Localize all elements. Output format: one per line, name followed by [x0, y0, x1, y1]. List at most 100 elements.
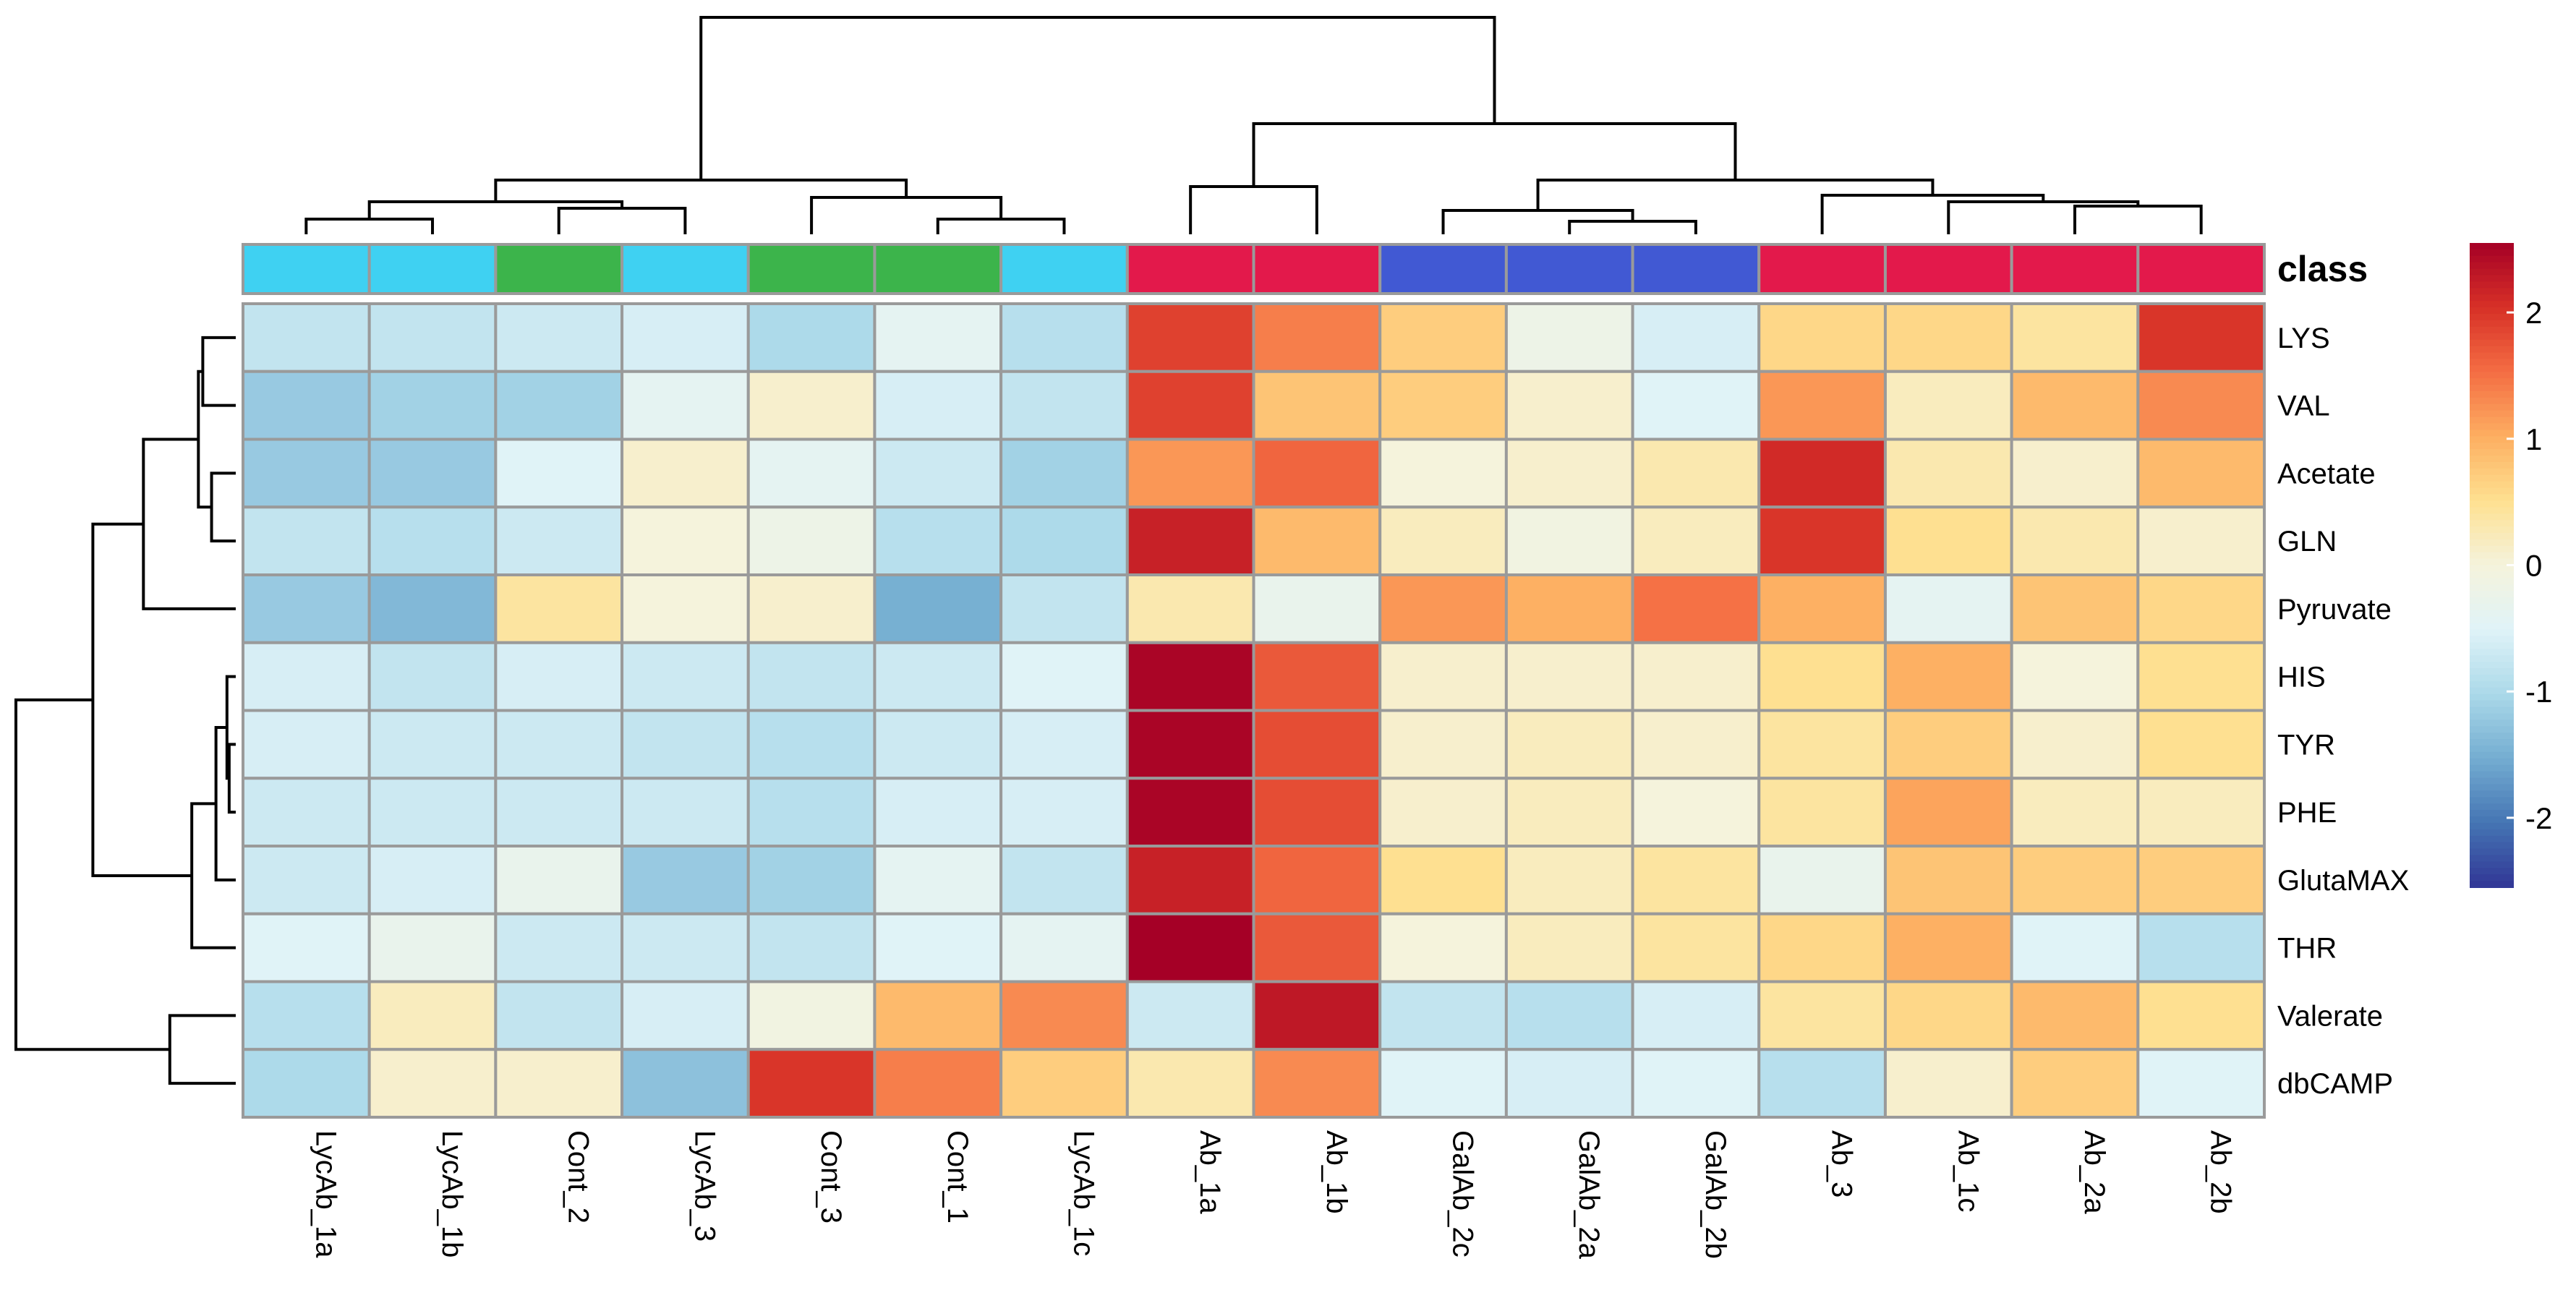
legend-gradient-step: [2470, 636, 2514, 644]
heatmap-cell: [746, 302, 877, 373]
heatmap-cell: [1757, 505, 1887, 576]
legend-gradient-step: [2470, 378, 2514, 386]
heatmap-cell: [1631, 709, 1761, 780]
heatmap-cell: [1504, 1048, 1634, 1119]
heatmap-cell: [746, 641, 877, 712]
heatmap-cell: [367, 505, 498, 576]
legend-gradient-step: [2470, 713, 2514, 721]
heatmap-cell: [1504, 777, 1634, 847]
legend-gradient-step: [2470, 680, 2514, 688]
legend-gradient-step: [2470, 346, 2514, 354]
heatmap-cell: [367, 845, 498, 915]
heatmap-cells: [242, 302, 2266, 1119]
row-label: HIS: [2277, 662, 2326, 693]
column-label: Cont_3: [815, 1130, 847, 1224]
annotation-cell: [1504, 243, 1634, 295]
heatmap-cell: [746, 573, 877, 644]
legend-gradient-step: [2470, 687, 2514, 695]
column-label: GalAb_2c: [1447, 1130, 1479, 1258]
legend-gradient-step: [2470, 571, 2514, 579]
legend-tick-label: -2: [2525, 801, 2552, 835]
legend-gradient-step: [2470, 281, 2514, 289]
color-legend: 2 1 0 -1 -2: [2470, 243, 2552, 888]
dendrogram-link: [557, 207, 687, 234]
heatmap-cell: [494, 641, 624, 712]
heatmap-cell: [1378, 573, 1508, 644]
heatmap-cell: [367, 912, 498, 983]
heatmap-cell: [873, 912, 1003, 983]
annotation-cell: [2010, 243, 2140, 295]
column-label: LycAb_1b: [436, 1130, 468, 1258]
annotation-cell: [1252, 243, 1382, 295]
dendrogram-link: [1252, 122, 1737, 187]
legend-gradient-step: [2470, 430, 2514, 437]
heatmap-cell: [2010, 302, 2140, 373]
dendrogram-link: [14, 698, 170, 1051]
legend-gradient-step: [2470, 642, 2514, 650]
heatmap-cell: [2136, 437, 2266, 509]
legend-gradient-step: [2470, 835, 2514, 843]
annotation-cell: [746, 243, 877, 295]
annotation-cell: [2136, 243, 2266, 295]
heatmap-cell: [1883, 777, 2013, 847]
heatmap-cell: [1125, 370, 1255, 441]
heatmap-cell: [1504, 709, 1634, 780]
heatmap-cell: [367, 709, 498, 780]
heatmap-cell: [620, 641, 750, 712]
heatmap-cell: [1631, 302, 1761, 373]
legend-gradient-step: [2470, 790, 2514, 798]
heatmap-cell: [494, 845, 624, 915]
heatmap-cell: [2136, 302, 2266, 373]
heatmap-cell: [620, 912, 750, 983]
legend-gradient-step: [2470, 662, 2514, 670]
heatmap-cell: [494, 777, 624, 847]
legend-gradient-step: [2470, 268, 2514, 276]
heatmap-cell: [1252, 912, 1382, 983]
heatmap-cell: [494, 709, 624, 780]
column-dendrogram: [304, 16, 2203, 234]
heatmap-cell: [1504, 370, 1634, 441]
heatmap-cell: [746, 505, 877, 576]
legend-gradient-step: [2470, 404, 2514, 411]
column-label: Ab_1b: [1321, 1130, 1352, 1214]
heatmap-cell: [1252, 1048, 1382, 1119]
heatmap-cell: [746, 709, 877, 780]
heatmap-cell: [873, 437, 1003, 509]
legend-gradient-step: [2470, 365, 2514, 373]
heatmap-cell: [620, 573, 750, 644]
dendrogram-link: [201, 336, 236, 407]
legend-gradient-step: [2470, 848, 2514, 856]
legend-gradient-step: [2470, 513, 2514, 521]
heatmap-cell: [1252, 302, 1382, 373]
legend-gradient-step: [2470, 822, 2514, 830]
heatmap-cell: [873, 641, 1003, 712]
heatmap-cell: [1125, 1048, 1255, 1119]
heatmap-cell: [1125, 709, 1255, 780]
legend-gradient-step: [2470, 797, 2514, 805]
column-label: Ab_1c: [1952, 1130, 1984, 1212]
row-label: Valerate: [2277, 1000, 2383, 1032]
heatmap-cell: [1631, 641, 1761, 712]
dendrogram-link: [936, 218, 1066, 234]
heatmap-cell: [1631, 573, 1761, 644]
annotation-cell: [1757, 243, 1887, 295]
row-label: LYS: [2277, 323, 2330, 354]
heatmap-cell: [999, 437, 1129, 509]
legend-gradient-step: [2470, 339, 2514, 347]
heatmap-cell: [1378, 641, 1508, 712]
heatmap-cell: [746, 1048, 877, 1119]
legend-gradient-step: [2470, 307, 2514, 315]
heatmap-cell: [620, 1048, 750, 1119]
heatmap-cell: [242, 641, 371, 712]
heatmap-cell: [1252, 845, 1382, 915]
heatmap-cell: [367, 1048, 498, 1119]
dendrogram-link: [304, 218, 435, 234]
legend-gradient-step: [2470, 390, 2514, 398]
heatmap-cell: [242, 573, 371, 644]
dendrogram-link: [1189, 185, 1318, 234]
legend-gradient-step: [2470, 874, 2514, 882]
heatmap-cell: [1883, 912, 2013, 983]
heatmap-cell: [1757, 912, 1887, 983]
heatmap-cell: [1252, 370, 1382, 441]
